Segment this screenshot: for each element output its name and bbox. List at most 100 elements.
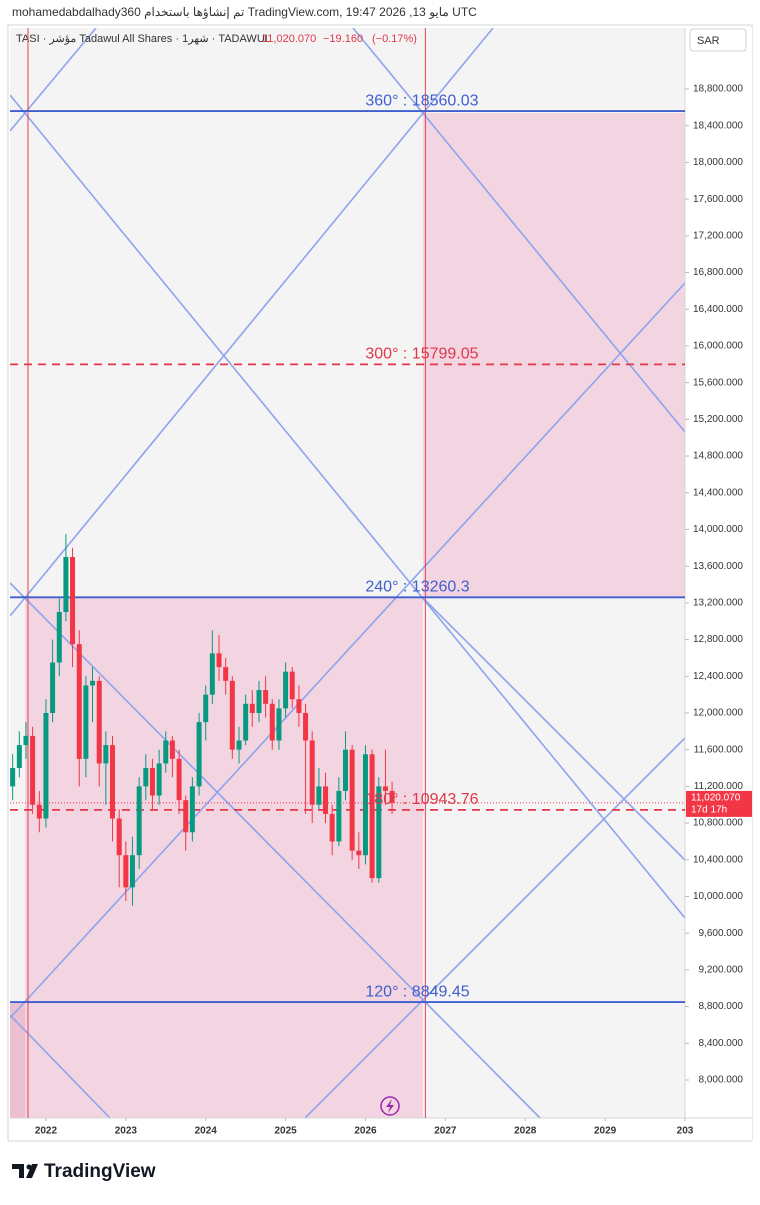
x-tick-label: 203	[677, 1126, 694, 1137]
shaded-areas	[10, 113, 685, 1118]
x-tick-label: 2028	[514, 1126, 537, 1137]
x-tick-label: 2022	[35, 1126, 58, 1137]
candle-body	[323, 786, 329, 814]
candle-body	[369, 754, 375, 879]
candle-body	[283, 671, 289, 709]
logo-mark	[12, 1164, 38, 1178]
x-tick-label: 2024	[195, 1126, 218, 1137]
y-tick-label: 17,600.000	[693, 194, 743, 205]
candle-body	[50, 662, 56, 713]
candle-body	[249, 703, 255, 713]
gann-diagonal	[10, 582, 541, 1118]
countdown: 17d 17h	[691, 805, 727, 816]
candle-body	[362, 754, 368, 856]
level-label: 120° : 8849.45	[365, 983, 469, 1000]
y-tick-label: 12,000.000	[693, 708, 743, 719]
candle-body	[163, 740, 169, 764]
header: mohamedabdalhady360 تم إنشاؤها باستخدام …	[12, 5, 477, 20]
candle-body	[103, 745, 109, 764]
candle-body	[30, 735, 36, 805]
candle-body	[203, 694, 209, 723]
candle-body	[43, 712, 49, 819]
candle-body	[149, 768, 155, 796]
y-tick-label: 16,800.000	[693, 267, 743, 278]
shaded-strip	[10, 1003, 25, 1118]
y-tick-label: 16,400.000	[693, 304, 743, 315]
last-price-label: 11,020.070	[691, 793, 741, 804]
x-tick-label: 2025	[274, 1126, 297, 1137]
candle-body	[236, 740, 242, 750]
x-tick-label: 2023	[115, 1126, 138, 1137]
candle-body	[156, 763, 162, 796]
candle-body	[56, 612, 62, 663]
currency-button[interactable]	[689, 28, 747, 52]
candle-body	[63, 556, 69, 613]
candle-body	[123, 855, 129, 888]
candle-body	[90, 680, 96, 686]
y-tick-label: 18,400.000	[693, 120, 743, 131]
plot-layer	[10, 28, 685, 1118]
y-tick-label: 17,200.000	[693, 230, 743, 241]
brand: TradingView	[44, 1161, 156, 1182]
candle-body	[309, 740, 315, 805]
candle-body	[169, 740, 175, 759]
y-tick-label: 14,400.000	[693, 487, 743, 498]
change-pct: (−0.17%)	[372, 33, 417, 45]
candle-body	[336, 790, 342, 842]
candle-body	[389, 790, 395, 803]
level-label: 300° : 15799.05	[365, 346, 478, 363]
last-price: 11,020.070	[262, 33, 316, 45]
gann-diagonal	[10, 1014, 111, 1118]
y-tick-label: 12,400.000	[693, 671, 743, 682]
candle-body	[189, 786, 195, 833]
y-tick-label: 16,000.000	[693, 341, 743, 352]
y-tick-label: 14,000.000	[693, 524, 743, 535]
y-tick-label: 13,200.000	[693, 598, 743, 609]
y-tick-label: 11,200.000	[694, 781, 744, 792]
price-axis	[685, 28, 752, 1140]
lightning-icon[interactable]	[380, 1096, 400, 1116]
x-tick-label: 2026	[354, 1126, 377, 1137]
y-tick-label: 11,600.000	[694, 744, 744, 755]
y-tick-label: 15,600.000	[693, 377, 743, 388]
candle-body	[303, 712, 309, 741]
y-tick-label: 8,400.000	[699, 1038, 744, 1049]
lightning-glyph	[386, 1099, 394, 1113]
y-tick-label: 9,200.000	[699, 965, 744, 976]
candle-body	[129, 855, 135, 888]
y-tick-label: 9,600.000	[699, 928, 744, 939]
candle-body	[329, 813, 335, 842]
candle-body	[223, 667, 229, 681]
y-tick-label: 15,200.000	[693, 414, 743, 425]
candle-body	[83, 685, 89, 759]
logo: TradingView	[12, 1161, 156, 1182]
candle-body	[263, 690, 269, 704]
gann-diagonals	[10, 28, 685, 1118]
candle-body	[216, 653, 222, 668]
candle-body	[10, 768, 16, 787]
gann-diagonal	[304, 737, 685, 1118]
currency[interactable]: SAR	[697, 35, 720, 47]
candle-body	[289, 671, 295, 700]
level-label: 360° : 18560.03	[365, 92, 478, 109]
candle-body	[183, 800, 189, 833]
y-tick-label: 18,000.000	[693, 157, 743, 168]
candle-body	[356, 850, 362, 856]
y-tick-label: 10,000.000	[693, 891, 743, 902]
x-tick-label: 2029	[594, 1126, 617, 1137]
candle-body	[70, 556, 76, 645]
candle-body	[23, 735, 29, 746]
candle-body	[349, 749, 355, 851]
y-tick-label: 13,600.000	[693, 561, 743, 572]
gann-diagonal	[10, 282, 685, 1019]
gann-diagonal	[422, 597, 685, 861]
candle-body	[116, 818, 122, 856]
y-tick-label: 10,800.000	[693, 818, 743, 829]
y-tick-label: 14,800.000	[693, 451, 743, 462]
y-tick-label: 8,800.000	[699, 1001, 744, 1012]
candle-body	[243, 703, 249, 741]
y-tick-label: 8,000.000	[699, 1075, 744, 1086]
level-label: 180° : 10943.76	[365, 791, 478, 808]
shaded-square	[423, 113, 685, 598]
